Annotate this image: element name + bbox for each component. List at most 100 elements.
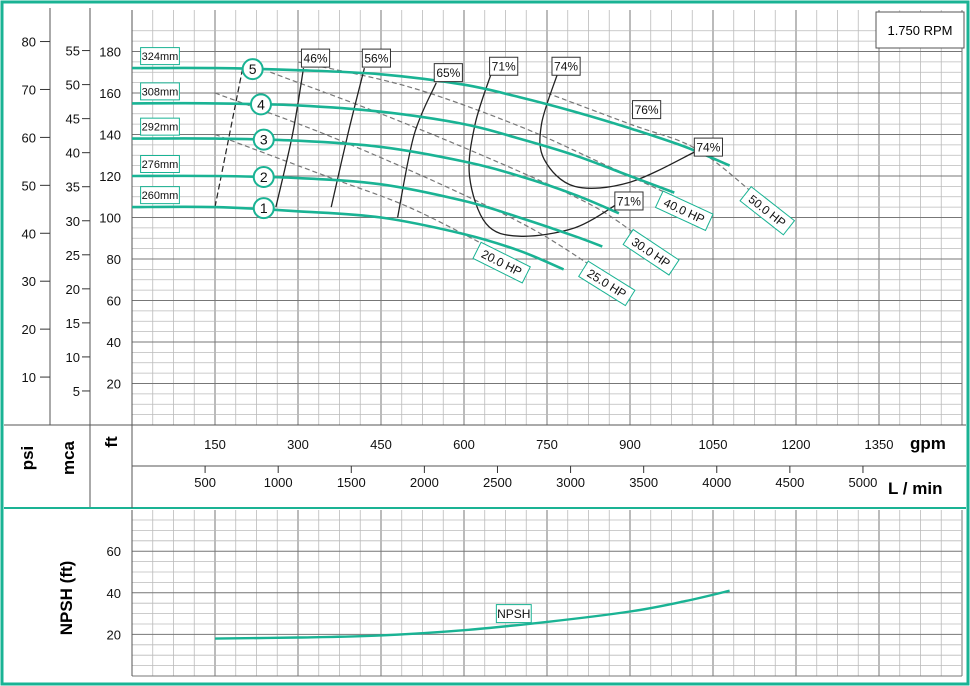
lmin-tick-label: 4000: [702, 475, 731, 490]
mca-tick-label: 30: [66, 214, 80, 229]
gpm-tick-label: 150: [204, 437, 226, 452]
efficiency-label-end-box: [614, 191, 644, 211]
gpm-tick-label: 900: [619, 437, 641, 452]
impeller-diameter-label: 260mm: [140, 186, 180, 205]
gpm-axis-unit: gpm: [910, 434, 946, 453]
ft-tick-label: 160: [99, 86, 121, 101]
gpm-tick-label: 1350: [865, 437, 894, 452]
gpm-tick-label: 750: [536, 437, 558, 452]
efficiency-curve: [330, 67, 366, 208]
impeller-number-marker: 1: [252, 197, 275, 220]
lmin-tick-label: 4500: [775, 475, 804, 490]
efficiency-label-text: 71%: [492, 60, 516, 74]
efficiency-label-box: [300, 48, 331, 68]
psi-tick-label: 20: [22, 322, 36, 337]
impeller-curve: [131, 137, 620, 215]
lmin-tick-label: 2500: [483, 475, 512, 490]
lmin-tick-label: 1000: [264, 475, 293, 490]
efficiency-label-box: [551, 56, 581, 76]
impeller-diameter-label: 276mm: [140, 155, 180, 173]
rpm-label: 1.750 RPM: [887, 23, 952, 38]
npsh-curve: [214, 589, 730, 640]
ft-tick-label: 20: [107, 377, 121, 392]
efficiency-label-text: 56%: [364, 51, 388, 65]
impeller-diameter-label-text: 276mm: [142, 159, 179, 171]
power-curve: [214, 92, 598, 270]
psi-tick-label: 10: [22, 370, 36, 385]
mca-tick-label: 5: [73, 384, 80, 399]
lmin-tick-label: 5000: [848, 475, 877, 490]
efficiency-label: 56%: [361, 48, 391, 68]
efficiency-curve: [539, 72, 697, 189]
power-curve: [214, 133, 492, 250]
power-curve-label-box: [472, 241, 531, 284]
impeller-diameter-label: 292mm: [140, 117, 180, 136]
impeller-curve: [131, 174, 603, 248]
ft-tick-label: 120: [99, 169, 121, 184]
mca-tick-label: 45: [66, 112, 80, 127]
impeller-number-text: 4: [257, 96, 265, 112]
axes: 1020304050607080510152025303540455055204…: [4, 8, 966, 676]
ft-tick-label: 40: [107, 335, 121, 350]
impeller-diameter-label-box: [140, 117, 180, 136]
efficiency-label-end-box: [693, 137, 723, 157]
mca-axis-unit: mca: [59, 440, 78, 475]
impeller-curve: [131, 205, 565, 271]
mca-tick-label: 55: [66, 44, 80, 59]
efficiency-label-box: [361, 48, 391, 68]
gpm-tick-label: 1200: [782, 437, 811, 452]
rpm-label-box: [875, 11, 965, 49]
psi-tick-label: 60: [22, 130, 36, 145]
efficiency-label-text: 46%: [304, 51, 328, 65]
impeller-diameter-label: 308mm: [140, 82, 180, 101]
lmin-tick-label: 3000: [556, 475, 585, 490]
power-curve-label-box: [654, 190, 714, 232]
mca-tick-label: 10: [66, 350, 80, 365]
impeller-number-text: 2: [260, 169, 268, 185]
efficiency-label-end-text: 71%: [617, 194, 641, 208]
mca-tick-label: 20: [66, 282, 80, 297]
ft-tick-label: 180: [99, 45, 121, 60]
lmin-tick-label: 500: [194, 475, 216, 490]
efficiency-label: 71%: [489, 56, 519, 76]
power-curve-label-box: [622, 228, 680, 276]
impeller-diameter-label-box: [140, 47, 180, 66]
impeller-number-marker: 5: [241, 58, 264, 81]
gpm-tick-label: 1050: [699, 437, 728, 452]
impeller-diameter-label-text: 292mm: [142, 122, 179, 134]
ft-tick-label: 140: [99, 128, 121, 143]
lmin-tick-label: 3500: [629, 475, 658, 490]
impeller-diameter-label-text: 260mm: [142, 190, 179, 202]
power-curve-label-box: [739, 185, 796, 236]
efficiency-curve: [396, 82, 437, 218]
npsh-label: NPSH: [495, 604, 532, 624]
efficiency-label-text: 74%: [554, 60, 578, 74]
npsh-tick-label: 40: [107, 586, 121, 601]
impeller-number-marker: 3: [252, 128, 275, 151]
mca-tick-label: 15: [66, 316, 80, 331]
psi-axis-unit: psi: [18, 446, 37, 471]
efficiency-label-box: [489, 56, 519, 76]
psi-tick-label: 80: [22, 35, 36, 50]
psi-tick-label: 30: [22, 274, 36, 289]
impeller-diameter-label-box: [140, 155, 180, 173]
gpm-tick-label: 300: [287, 437, 309, 452]
impeller-diameter-label: 324mm: [140, 47, 180, 66]
impeller-diameter-label-text: 324mm: [142, 51, 179, 63]
efficiency-label-end: 71%: [614, 191, 644, 211]
impeller-number-text: 1: [260, 200, 268, 216]
efficiency-label: 74%: [551, 56, 581, 76]
psi-tick-label: 50: [22, 178, 36, 193]
ft-tick-label: 100: [99, 211, 121, 226]
impeller-number-marker: 4: [249, 93, 272, 116]
npsh-label-box: [495, 604, 532, 624]
impeller-number-circle: [241, 58, 264, 81]
impeller-number-circle: [249, 93, 272, 116]
power-curve-label-box: [578, 260, 636, 307]
gpm-tick-label: 450: [370, 437, 392, 452]
lmin-tick-label: 1500: [337, 475, 366, 490]
impeller-number-marker: 2: [252, 166, 275, 188]
impeller-number-circle: [252, 166, 275, 188]
impeller-diameter-label-box: [140, 186, 180, 205]
